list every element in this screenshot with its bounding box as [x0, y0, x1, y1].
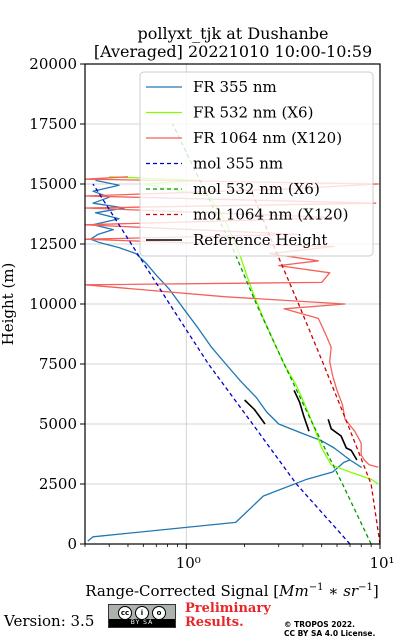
cc-icon: cc: [118, 605, 132, 620]
x-tick-label: 10¹: [369, 554, 394, 572]
y-tick-label: 10000: [29, 295, 77, 313]
y-tick-label: 12500: [29, 235, 77, 253]
y-tick-label: 20000: [29, 55, 77, 73]
cc-license-badge: cc i o BY SA: [108, 604, 176, 628]
preliminary-line2: Results.: [185, 615, 244, 630]
legend-label: mol 355 nm: [193, 155, 283, 173]
series-line: [293, 390, 310, 432]
version-label: Version: 3.5: [4, 612, 95, 630]
copyright-line1: © TROPOS 2022.: [284, 620, 355, 629]
y-tick-label: 2500: [39, 475, 77, 493]
series-line: [92, 183, 351, 544]
axes-ticks: 0 2500 5000 7500 10000 12500 15000 17500 20000 10…: [29, 55, 394, 572]
cc-badge-text: BY SA: [109, 619, 175, 627]
chart-title-line1: pollyxt_tjk at Dushanbe: [137, 24, 328, 43]
y-tick-label: 17500: [29, 115, 77, 133]
copyright-notice: © TROPOS 2022. CC BY SA 4.0 License.: [284, 620, 375, 638]
legend-label: FR 532 nm (X6): [193, 104, 313, 122]
legend-label: mol 1064 nm (X120): [193, 206, 348, 224]
y-tick-label: 0: [67, 535, 77, 553]
series-line: [87, 179, 362, 542]
share-alike-icon: o: [152, 605, 166, 620]
series-line: [248, 183, 380, 544]
series-line: [244, 399, 266, 425]
y-tick-label: 5000: [39, 415, 77, 433]
attribution-icon: i: [135, 605, 149, 620]
legend-box: [139, 71, 374, 257]
copyright-line2: CC BY SA 4.0 License.: [284, 629, 376, 638]
y-tick-label: 7500: [39, 355, 77, 373]
preliminary-notice: Preliminary Results.: [185, 602, 271, 630]
chart: pollyxt_tjk at Dushanbe [Averaged] 20221…: [0, 24, 395, 600]
preliminary-line1: Preliminary: [185, 601, 271, 616]
legend: FR 355 nm FR 532 nm (X6) FR 1064 nm (X120)…: [139, 71, 374, 257]
legend-label: FR 1064 nm (X120): [193, 129, 342, 147]
legend-label: FR 355 nm: [193, 78, 277, 96]
x-tick-label: 10⁰: [176, 554, 201, 572]
y-tick-label: 15000: [29, 175, 77, 193]
legend-label: mol 532 nm (X6): [193, 180, 320, 198]
series-line: [327, 418, 358, 461]
legend-label: Reference Height: [193, 231, 327, 249]
y-axis-label: Height (m): [0, 263, 17, 346]
chart-title-line2: [Averaged] 20221010 10:00-10:59: [94, 42, 372, 61]
x-axis-label: Range-Corrected Signal [Mm−1 ∗ sr−1]: [85, 582, 378, 600]
footer: Version: 3.5 cc i o BY SA Preliminary Re…: [0, 600, 400, 640]
